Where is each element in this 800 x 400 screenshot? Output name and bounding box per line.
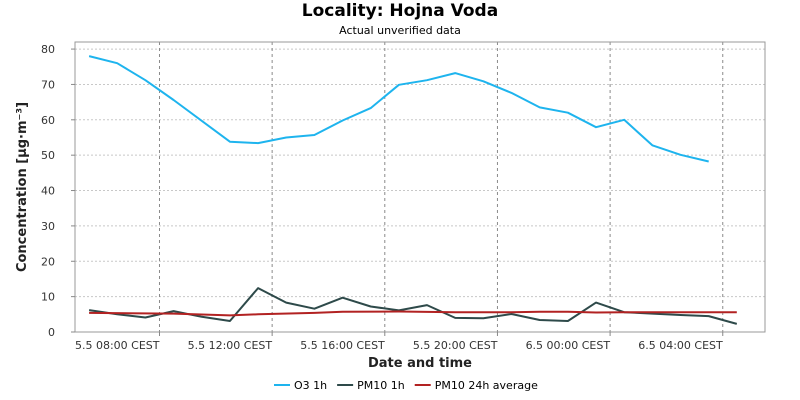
series-layer: [88, 55, 738, 325]
axis-layer: 0 10 20 30 40 50 60 70 80 5.5 08:00 CEST 5.5 12:00…: [41, 43, 724, 352]
series-line-pm10-24h-average: [89, 310, 737, 317]
series-line-o3-1h: [88, 55, 709, 163]
legend-item: PM10 24h average: [414, 379, 538, 392]
y-tick-label: 10: [41, 291, 55, 304]
legend-label: PM10 24h average: [435, 379, 538, 392]
x-tick-label: 5.5 12:00 CEST: [188, 339, 273, 352]
y-tick-label: 60: [41, 114, 55, 127]
y-axis-title: Concentration [µg·m⁻³]: [15, 102, 30, 272]
x-tick-label: 5.5 20:00 CEST: [413, 339, 498, 352]
x-tick-label: 5.5 16:00 CEST: [300, 339, 385, 352]
y-tick-label: 20: [41, 255, 55, 268]
y-tick-label: 40: [41, 185, 55, 198]
legend: O3 1h PM10 1h PM10 24h average: [274, 379, 538, 392]
chart-subtitle: Actual unverified data: [339, 24, 461, 37]
x-tick-label: 6.5 00:00 CEST: [526, 339, 611, 352]
x-axis-title: Date and time: [368, 356, 472, 371]
legend-item: O3 1h: [274, 379, 327, 392]
y-tick-label: 30: [41, 220, 55, 233]
legend-label: PM10 1h: [357, 379, 405, 392]
y-tick-label: 70: [41, 78, 55, 91]
series-line-pm10-1h: [88, 287, 738, 325]
y-tick-label: 50: [41, 149, 55, 162]
x-tick-label: 5.5 08:00 CEST: [75, 339, 160, 352]
y-tick-label: 0: [48, 326, 55, 339]
grid-layer: [75, 42, 765, 332]
y-tick-label: 80: [41, 43, 55, 56]
legend-label: O3 1h: [294, 379, 327, 392]
legend-item: PM10 1h: [337, 379, 405, 392]
x-tick-label: 6.5 04:00 CEST: [638, 339, 723, 352]
plot-frame: [74, 41, 766, 333]
chart-title: Locality: Hojna Voda: [301, 1, 499, 21]
